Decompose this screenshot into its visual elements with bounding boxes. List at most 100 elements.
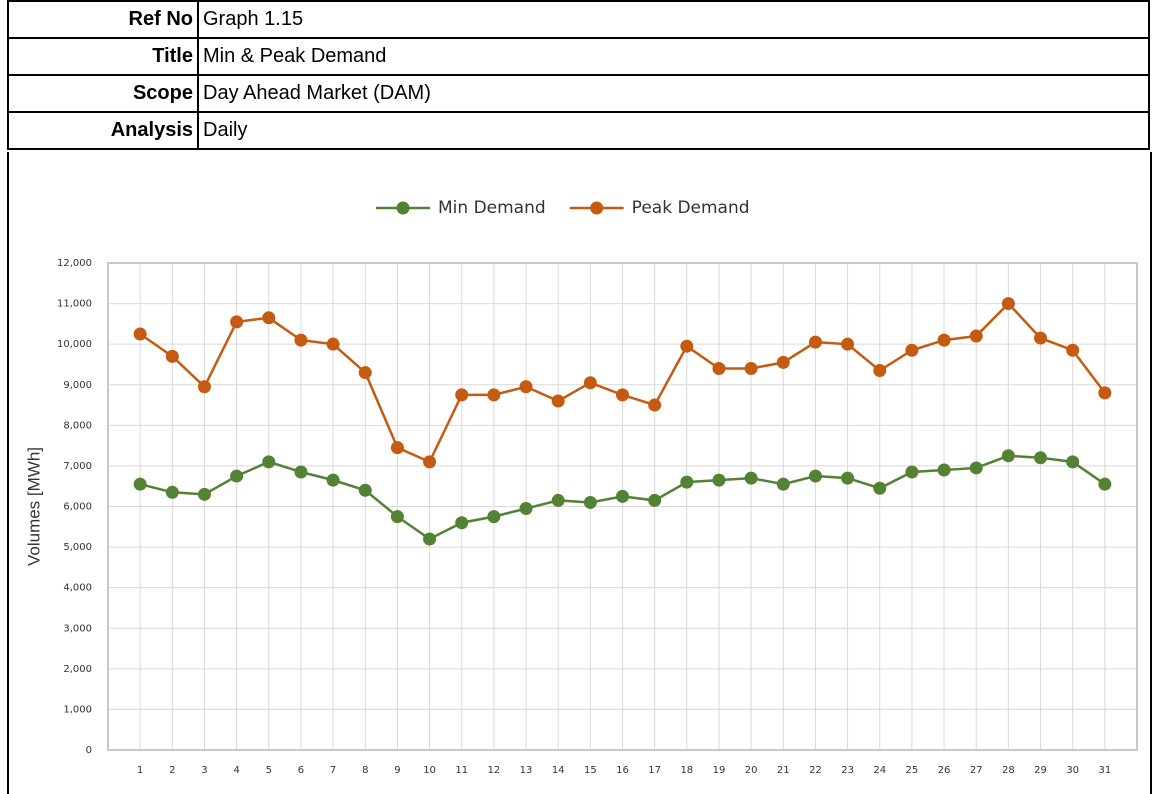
data-point: [1098, 386, 1112, 400]
y-tick-label: 10,000: [57, 339, 92, 350]
data-point: [165, 485, 179, 499]
x-tick-label: 19: [713, 765, 726, 776]
legend-marker: [396, 201, 410, 215]
x-tick-label: 22: [809, 765, 822, 776]
x-tick-label: 31: [1098, 765, 1111, 776]
x-tick-label: 4: [233, 765, 239, 776]
data-point: [969, 461, 983, 475]
x-tick-label: 10: [423, 765, 436, 776]
data-point: [841, 337, 855, 351]
data-point: [1066, 455, 1080, 469]
data-point: [487, 510, 501, 524]
data-point: [969, 329, 983, 343]
header-value: Graph 1.15: [197, 0, 1150, 39]
header-table: Ref No Graph 1.15 Title Min & Peak Demand Sc…: [7, 0, 1150, 150]
data-point: [294, 333, 308, 347]
data-point: [648, 398, 662, 412]
y-tick-label: 5,000: [63, 542, 92, 553]
data-point: [905, 343, 919, 357]
header-row: Scope Day Ahead Market (DAM): [7, 74, 1150, 113]
x-tick-label: 30: [1066, 765, 1079, 776]
data-point: [616, 489, 629, 503]
y-tick-label: 8,000: [63, 420, 92, 431]
x-tick-label: 17: [648, 765, 661, 776]
data-point: [455, 388, 469, 402]
data-point: [197, 487, 211, 501]
data-point: [487, 388, 501, 402]
x-tick-label: 1: [137, 765, 143, 776]
x-tick-label: 6: [298, 765, 304, 776]
data-point: [808, 335, 822, 349]
data-point: [423, 455, 437, 469]
data-point: [744, 471, 758, 485]
header-row: Ref No Graph 1.15: [7, 0, 1150, 39]
x-tick-label: 28: [1002, 765, 1015, 776]
data-point: [358, 483, 372, 497]
y-axis-label: Volumes [MWh]: [24, 447, 43, 566]
legend-label: Peak Demand: [632, 198, 750, 218]
data-point: [326, 473, 340, 487]
data-point: [423, 532, 437, 546]
x-tick-label: 27: [970, 765, 983, 776]
x-tick-label: 21: [777, 765, 790, 776]
data-point: [262, 311, 276, 325]
chart-frame: [7, 152, 1152, 794]
data-point: [230, 315, 244, 329]
x-tick-label: 15: [584, 765, 597, 776]
data-point: [583, 376, 597, 390]
data-point: [873, 481, 887, 495]
y-tick-label: 12,000: [57, 258, 92, 269]
data-point: [583, 495, 597, 509]
y-tick-label: 9,000: [63, 380, 92, 391]
x-tick-label: 14: [552, 765, 565, 776]
data-point: [776, 477, 790, 491]
header-value: Daily: [197, 111, 1150, 150]
data-point: [1001, 449, 1015, 463]
header-row: Title Min & Peak Demand: [7, 37, 1150, 76]
x-tick-label: 13: [520, 765, 533, 776]
x-tick-label: 24: [873, 765, 886, 776]
data-point: [455, 516, 469, 530]
data-point: [1034, 451, 1048, 465]
data-point: [1034, 331, 1048, 345]
data-point: [519, 380, 533, 394]
x-tick-label: 2: [169, 765, 175, 776]
x-tick-label: 11: [455, 765, 468, 776]
data-point: [680, 339, 694, 353]
y-tick-label: 0: [86, 745, 92, 756]
data-point: [808, 469, 822, 483]
x-tick-label: 18: [680, 765, 693, 776]
y-tick-label: 7,000: [63, 461, 92, 472]
y-tick-label: 6,000: [63, 502, 92, 513]
data-point: [1066, 343, 1080, 357]
x-tick-label: 9: [394, 765, 400, 776]
data-point: [230, 469, 244, 483]
y-tick-label: 11,000: [57, 299, 92, 310]
data-point: [648, 493, 662, 507]
header-label: Ref No: [7, 0, 199, 39]
header-value: Day Ahead Market (DAM): [197, 74, 1150, 113]
data-point: [712, 362, 726, 376]
x-tick-label: 29: [1034, 765, 1047, 776]
data-point: [197, 380, 211, 394]
x-tick-label: 5: [266, 765, 272, 776]
data-point: [680, 475, 694, 489]
data-point: [165, 349, 179, 363]
legend-label: Min Demand: [438, 198, 546, 218]
data-point: [551, 493, 565, 507]
header-value: Min & Peak Demand: [197, 37, 1150, 76]
y-tick-label: 4,000: [63, 583, 92, 594]
data-point: [905, 465, 919, 479]
y-tick-label: 2,000: [63, 664, 92, 675]
x-tick-label: 20: [745, 765, 758, 776]
x-tick-label: 7: [330, 765, 336, 776]
x-tick-label: 16: [616, 765, 629, 776]
data-point: [551, 394, 565, 408]
data-point: [390, 510, 404, 524]
header-label: Title: [7, 37, 199, 76]
data-point: [776, 355, 790, 369]
data-point: [1098, 477, 1112, 491]
y-tick-label: 1,000: [63, 704, 92, 715]
data-point: [937, 333, 951, 347]
